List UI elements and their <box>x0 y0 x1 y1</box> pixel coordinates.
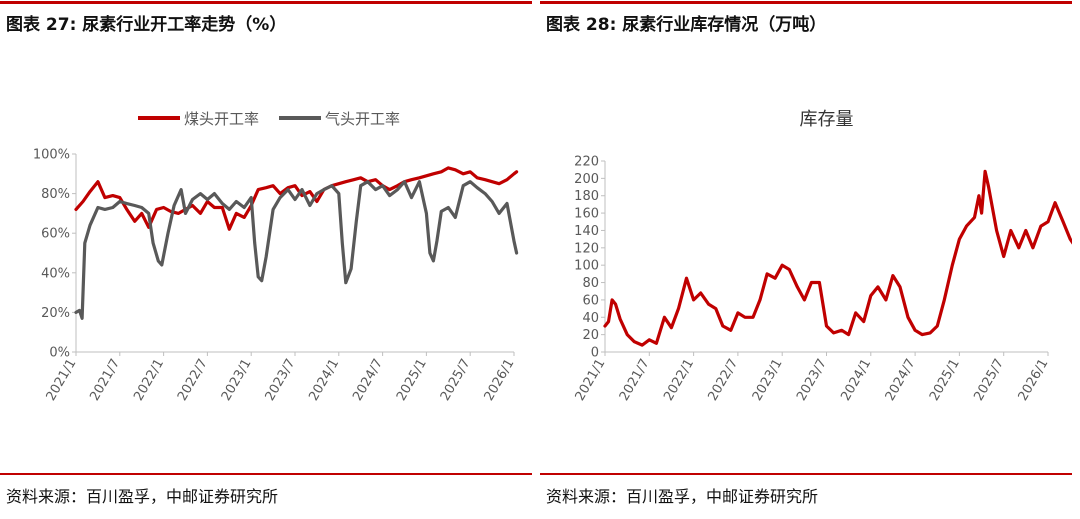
y-tick-label: 220 <box>574 155 599 170</box>
left-panel: 图表 27: 尿素行业开工率走势（%） 0% 20% 40% 60% 80% 100% 20… <box>0 0 532 519</box>
x-tick-label: 2022/7 <box>705 357 741 404</box>
y-tick-label: 80 <box>582 276 599 291</box>
x-tick-label: 2021/1 <box>573 357 609 404</box>
chart-title: 图表 27: 尿素行业开工率走势（%） <box>6 15 287 35</box>
y-tick-label: 60 <box>582 293 599 308</box>
y-tick-label: 40 <box>582 311 599 326</box>
x-tick-label: 2024/1 <box>306 357 342 404</box>
chart-title: 图表 28: 尿素行业库存情况（万吨） <box>546 15 827 35</box>
x-tick-label: 2025/1 <box>927 357 963 404</box>
series-line <box>603 169 1072 347</box>
source-rule <box>0 473 532 475</box>
y-tick-label: 20% <box>41 306 70 321</box>
x-tick-label: 2024/7 <box>883 357 919 404</box>
y-tick-label: 140 <box>574 224 599 239</box>
legend-label: 煤头开工率 <box>184 110 259 128</box>
title-rule <box>540 1 1072 4</box>
x-tick-label: 2023/1 <box>750 357 786 404</box>
y-tick-label: 0 <box>591 346 599 361</box>
chart-title-text: 库存量 <box>800 109 854 130</box>
y-tick-label: 100% <box>33 148 70 163</box>
x-tick-label: 2025/7 <box>971 357 1007 404</box>
y-tick-label: 180 <box>574 189 599 204</box>
y-tick-label: 40% <box>41 266 70 281</box>
source-note: 资料来源：百川盈孚，中邮证券研究所 <box>546 487 819 506</box>
y-tick-label: 80% <box>41 187 70 202</box>
x-tick-label: 2021/7 <box>87 357 123 404</box>
x-tick-label: 2022/1 <box>131 357 167 404</box>
x-tick-label: 2025/7 <box>438 357 474 404</box>
y-tick-label: 100 <box>574 259 599 274</box>
series-line <box>74 180 519 320</box>
x-tick-label: 2025/1 <box>394 357 430 404</box>
x-tick-label: 2023/7 <box>263 357 299 404</box>
right-panel: 图表 28: 尿素行业库存情况（万吨） 库存量 0 20 40 60 80 100 120 14… <box>540 0 1072 519</box>
y-tick-label: 160 <box>574 207 599 222</box>
legend-label: 气头开工率 <box>325 110 400 128</box>
x-tick-label: 2021/1 <box>44 357 80 404</box>
x-tick-label: 2026/1 <box>482 357 518 404</box>
operating-rate-chart: 0% 20% 40% 60% 80% 100% 2021/1 2021/7 2022/1 2022… <box>33 110 519 404</box>
y-tick-label: 60% <box>41 227 70 242</box>
x-tick-label: 2024/7 <box>350 357 386 404</box>
x-tick-label: 2022/7 <box>175 357 211 404</box>
y-tick-label: 0% <box>49 346 70 361</box>
x-tick-label: 2026/1 <box>1016 357 1052 404</box>
y-tick-label: 200 <box>574 172 599 187</box>
y-tick-label: 120 <box>574 241 599 256</box>
title-rule <box>0 1 532 4</box>
x-tick-label: 2023/1 <box>219 357 255 404</box>
x-tick-label: 2023/7 <box>794 357 830 404</box>
source-rule <box>540 473 1072 475</box>
x-tick-label: 2021/7 <box>617 357 653 404</box>
source-note: 资料来源：百川盈孚，中邮证券研究所 <box>6 487 279 506</box>
y-tick-label: 20 <box>582 328 599 343</box>
x-tick-label: 2024/1 <box>838 357 874 404</box>
x-tick-label: 2022/1 <box>661 357 697 404</box>
